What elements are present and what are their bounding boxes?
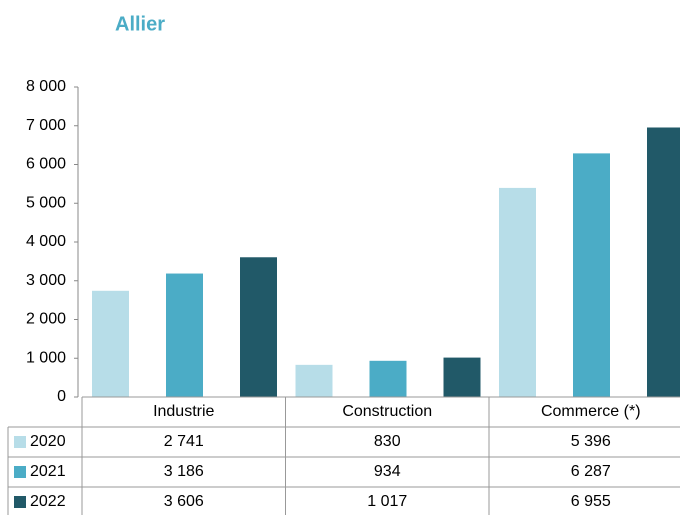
table-cell: 2 741 <box>164 433 204 450</box>
bar <box>295 364 333 397</box>
y-tick-label: 4 000 <box>26 233 66 250</box>
bar <box>443 357 481 397</box>
bar <box>92 290 129 397</box>
bar <box>647 127 680 398</box>
y-tick-label: 8 000 <box>26 78 66 95</box>
legend-swatch <box>14 496 26 508</box>
bar <box>166 273 203 397</box>
y-tick-label: 1 000 <box>26 349 66 366</box>
y-tick-label: 6 000 <box>26 156 66 173</box>
y-tick-label: 3 000 <box>26 272 66 289</box>
bar <box>573 153 610 397</box>
table-cell: 6 955 <box>571 493 611 510</box>
legend-swatch <box>14 466 26 478</box>
legend-label: 2020 <box>30 433 66 450</box>
x-tick-label: Construction <box>342 403 432 420</box>
legend-label: 2021 <box>30 463 66 480</box>
table-cell: 6 287 <box>571 463 611 480</box>
table-cell: 830 <box>374 433 401 450</box>
table-cell: 3 186 <box>164 463 204 480</box>
bar <box>240 257 277 397</box>
table-cell: 934 <box>374 463 401 480</box>
x-tick-label: Industrie <box>153 403 214 420</box>
y-tick-label: 0 <box>57 388 66 405</box>
x-tick-label: Commerce (*) <box>541 403 641 420</box>
y-tick-label: 5 000 <box>26 194 66 211</box>
bar <box>499 187 536 397</box>
y-tick-label: 2 000 <box>26 311 66 328</box>
bar <box>369 360 407 397</box>
y-tick-label: 7 000 <box>26 117 66 134</box>
legend-label: 2022 <box>30 493 66 510</box>
table-cell: 5 396 <box>571 433 611 450</box>
table-cell: 3 606 <box>164 493 204 510</box>
table-cell: 1 017 <box>367 493 407 510</box>
chart-title: Allier <box>115 13 165 35</box>
legend-swatch <box>14 436 26 448</box>
